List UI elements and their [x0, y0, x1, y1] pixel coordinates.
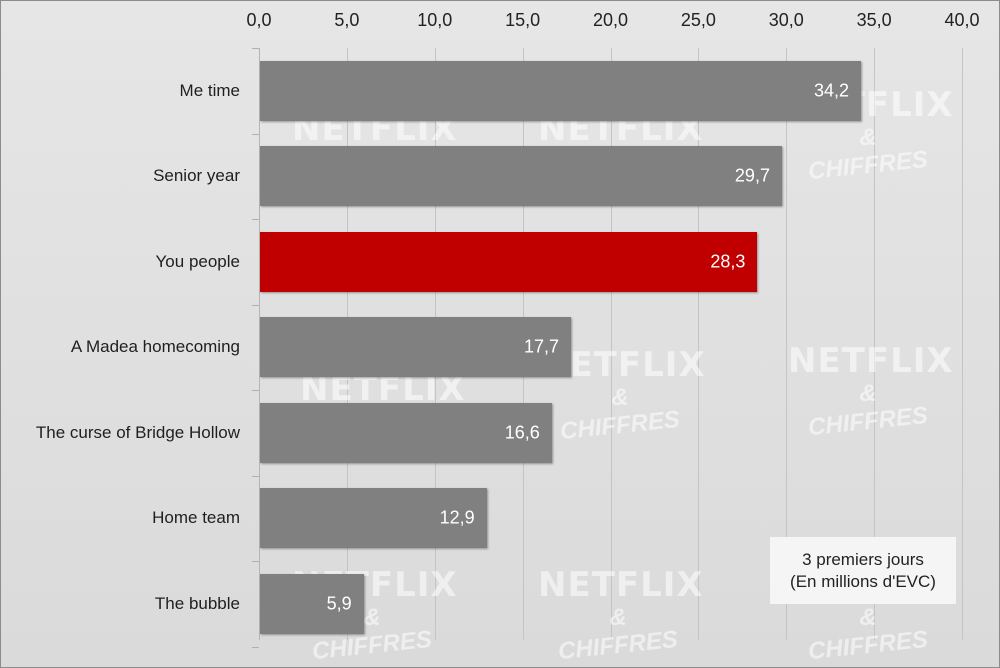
bar-you-people[interactable]: 28,3 — [260, 231, 758, 292]
category-label: The bubble — [154, 593, 240, 613]
x-tick-label: 30,0 — [768, 10, 804, 30]
category-label: Senior year — [153, 166, 240, 186]
bar-senior-year[interactable]: 29,7 — [260, 146, 782, 207]
y-tick-mark — [252, 561, 259, 562]
y-tick-mark — [252, 390, 259, 391]
bar-value-label: 28,3 — [710, 251, 746, 272]
x-tick-label: 35,0 — [856, 10, 892, 30]
gridline — [698, 48, 699, 640]
annotation-box: 3 premiers jours (En millions d'EVC) — [770, 537, 956, 604]
annotation-line-1: 3 premiers jours — [802, 549, 924, 569]
bar-a-madea-homecoming[interactable]: 17,7 — [260, 317, 572, 378]
x-tick-label: 10,0 — [417, 10, 453, 30]
x-tick-label: 15,0 — [505, 10, 541, 30]
gridline — [874, 48, 875, 640]
x-tick-label: 25,0 — [680, 10, 716, 30]
y-axis-line — [259, 48, 260, 640]
y-tick-mark — [252, 305, 259, 306]
category-label: Me time — [179, 80, 240, 100]
bar-value-label: 17,7 — [524, 336, 560, 357]
y-tick-mark — [252, 476, 259, 477]
bar-the-curse-of-bridge-hollow[interactable]: 16,6 — [260, 402, 552, 463]
category-label: A Madea homecoming — [70, 337, 240, 357]
y-tick-mark — [252, 219, 259, 220]
bar-the-bubble[interactable]: 5,9 — [260, 573, 364, 634]
gridline — [611, 48, 612, 640]
x-tick-label: 5,0 — [334, 10, 360, 30]
bar-value-label: 5,9 — [326, 593, 352, 614]
x-tick-label: 40,0 — [944, 10, 980, 30]
gridline — [962, 48, 963, 640]
bar-me-time[interactable]: 34,2 — [260, 60, 862, 121]
y-tick-mark — [252, 134, 259, 135]
bar-value-label: 34,2 — [814, 80, 850, 101]
y-tick-mark — [252, 647, 259, 648]
category-label: You people — [155, 251, 240, 271]
category-label: The curse of Bridge Hollow — [35, 422, 240, 442]
y-tick-mark — [252, 48, 259, 49]
annotation-line-2: (En millions d'EVC) — [790, 571, 936, 591]
bar-value-label: 16,6 — [504, 422, 540, 443]
bar-home-team[interactable]: 12,9 — [260, 488, 487, 549]
bar-value-label: 29,7 — [734, 165, 770, 186]
category-label: Home team — [152, 508, 240, 528]
x-tick-label: 20,0 — [592, 10, 629, 30]
gridline — [786, 48, 787, 640]
x-tick-label: 0,0 — [246, 10, 272, 30]
bar-value-label: 12,9 — [439, 507, 475, 528]
